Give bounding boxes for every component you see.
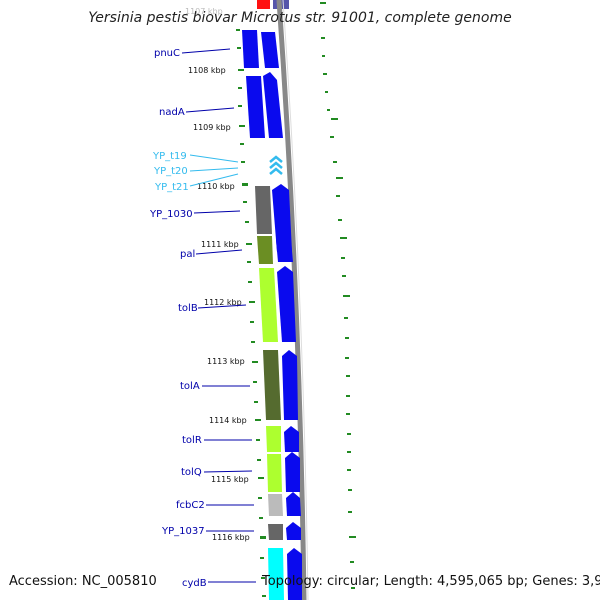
cog-block-YP_1037 — [268, 524, 283, 540]
cds-arrow-cydB — [287, 548, 302, 600]
cds-arrow-pnuC — [261, 32, 279, 68]
trna-chevron-2 — [269, 161, 283, 169]
gc-content-track — [320, 2, 356, 589]
tick-label: 1108 kbp — [188, 66, 226, 75]
tick-label: 1113 kbp — [207, 357, 245, 366]
cog-block-tolB — [259, 268, 278, 342]
cds-arrow-nadA — [263, 72, 283, 138]
cds-arrow-pal — [276, 234, 293, 262]
cog-block-fcbC2 — [268, 494, 283, 516]
cog-block-tolA — [263, 350, 281, 420]
leader-line-tolB — [197, 304, 247, 309]
rev-cds-pnuC — [242, 30, 259, 68]
cog-block-pal — [257, 236, 273, 264]
leader-line-YP_1030 — [193, 210, 241, 214]
backbone-arc-highlight — [282, 0, 309, 600]
gene-label-tolQ: tolQ — [181, 467, 202, 478]
cog-block-tolQ — [267, 454, 282, 492]
tick-label: 1109 kbp — [193, 123, 231, 132]
gene-label-cydB: cydB — [182, 578, 207, 589]
gene-label-YP_1037: YP_1037 — [161, 526, 205, 537]
gene-label-nadA: nadA — [159, 107, 185, 118]
tick-label: 1112 kbp — [204, 298, 242, 307]
gene-label-pnuC: pnuC — [154, 48, 180, 59]
accession-label: Accession: NC_005810 — [9, 574, 157, 589]
cds-arrow-tolQ — [285, 452, 300, 492]
tick-labels: 1108 kbp 1109 kbp 1110 kbp 1111 kbp 1112… — [188, 66, 250, 542]
gene-labels: pnuC nadA YP_t19 YP_t20 YP_t21 YP_1030 p… — [149, 48, 207, 589]
gene-label-tolR: tolR — [182, 435, 202, 446]
gene-label-YP_t20: YP_t20 — [153, 166, 188, 177]
cds-arrow-tolA — [282, 350, 298, 420]
leader-line-tolQ — [203, 470, 253, 473]
rev-cds-nadA — [246, 76, 265, 138]
trna-chevron-3 — [269, 167, 283, 175]
cog-block-tolR — [266, 426, 281, 452]
leader-line-YP_t21 — [189, 173, 239, 187]
cds-track — [261, 32, 302, 600]
tick-label: 1115 kbp — [211, 475, 249, 484]
cds-arrow-YP_1037 — [286, 522, 301, 540]
gene-label-YP_t21: YP_t21 — [154, 182, 189, 193]
tick-label: 1111 kbp — [201, 240, 239, 249]
gene-label-YP_1030: YP_1030 — [149, 209, 193, 220]
tick-label: 1116 kbp — [212, 533, 250, 542]
gene-label-tolB: tolB — [178, 303, 198, 314]
gene-leader-lines — [181, 48, 256, 583]
tick-label: 1110 kbp — [197, 182, 235, 191]
cog-block-YP_1030 — [255, 186, 272, 234]
cds-arrow-tolB — [277, 266, 296, 342]
cog-track — [255, 186, 284, 600]
leader-line-nadA — [185, 107, 235, 113]
leader-line-pal — [195, 249, 243, 255]
cds-arrow-YP_1030 — [272, 184, 292, 252]
leader-line-YP_t19 — [189, 154, 239, 163]
tick-label: 1114 kbp — [209, 416, 247, 425]
trna-track — [269, 155, 283, 175]
backbone-arc — [276, 0, 307, 600]
gene-label-YP_t19: YP_t19 — [152, 151, 187, 162]
leader-line-pnuC — [181, 48, 231, 54]
gene-label-pal: pal — [180, 249, 195, 260]
tick-label-top: 1107 kbp — [185, 7, 223, 16]
reverse-cds-track — [242, 30, 265, 138]
trna-chevron-1 — [269, 155, 283, 163]
map-title: Yersinia pestis biovar Microtus str. 910… — [88, 10, 512, 26]
gene-label-fcbC2: fcbC2 — [176, 500, 205, 511]
topology-label: Topology: circular; Length: 4,595,065 bp… — [262, 574, 600, 589]
tick-marks — [238, 69, 266, 538]
cds-arrow-fcbC2 — [286, 492, 301, 516]
top-partial-red-feature — [257, 0, 270, 9]
cds-arrow-tolR — [284, 426, 299, 452]
leader-line-YP_t20 — [189, 167, 239, 172]
gene-label-tolA: tolA — [180, 381, 200, 392]
cog-block-cydB — [268, 548, 284, 600]
